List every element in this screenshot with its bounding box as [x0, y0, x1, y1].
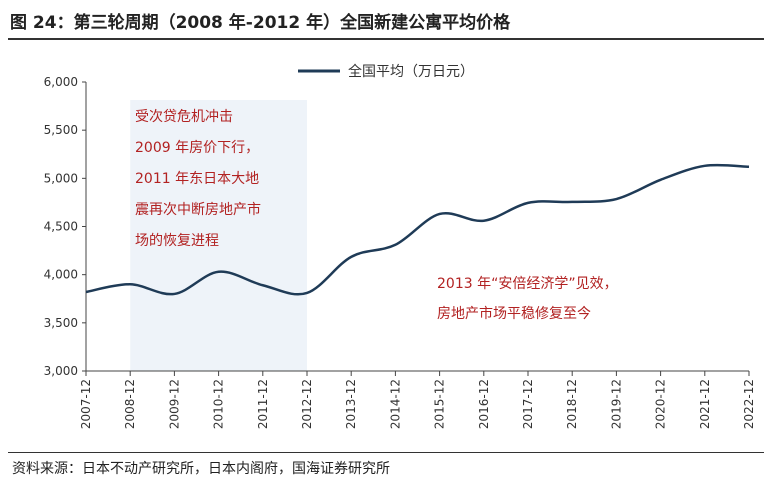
annotation-2008-2012: 受次贷危机冲击 — [135, 109, 233, 125]
x-tick-label: 2021-12 — [698, 379, 712, 429]
y-tick-label: 4,000 — [44, 268, 78, 282]
annotation-2008-2012: 震再次中断房地产市 — [135, 201, 261, 218]
x-tick-label: 2019-12 — [609, 379, 623, 429]
line-chart: 3,000 3,500 4,000 4,500 5,000 5,500 6,000 2007-… — [44, 63, 756, 429]
x-tick-label: 2007-12 — [79, 379, 93, 429]
x-tick-label: 2008-12 — [123, 379, 137, 429]
top-divider — [8, 38, 764, 40]
x-tick-label: 2014-12 — [388, 379, 402, 429]
shaded-period — [130, 100, 307, 371]
x-tick-label: 2018-12 — [565, 379, 579, 429]
source-note: 资料来源：日本不动产研究所，日本内阁府，国海证券研究所 — [12, 461, 390, 477]
x-tick-label: 2022-12 — [742, 379, 756, 429]
y-tick-label: 6,000 — [44, 75, 78, 89]
y-tick-label: 3,000 — [44, 364, 78, 378]
annotation-2008-2012: 场的恢复进程 — [135, 232, 219, 249]
x-tick-label: 2011-12 — [256, 379, 270, 429]
annotation-2013: 房地产市场平稳修复至今 — [437, 305, 591, 322]
x-tick-label: 2017-12 — [521, 379, 535, 429]
y-tick-label: 4,500 — [44, 220, 78, 234]
bottom-divider — [8, 452, 764, 453]
y-tick-label: 5,500 — [44, 123, 78, 137]
x-tick-label: 2020-12 — [654, 379, 668, 429]
x-tick-label: 2012-12 — [300, 379, 314, 429]
x-tick-label: 2015-12 — [433, 379, 447, 429]
x-tick-label: 2016-12 — [477, 379, 491, 429]
x-tick-label: 2013-12 — [344, 379, 358, 429]
y-tick-label: 3,500 — [44, 316, 78, 330]
annotation-2013: 2013 年“安倍经济学”见效， — [437, 276, 618, 292]
chart-title: 图 24：第三轮周期（2008 年-2012 年）全国新建公寓平均价格 — [10, 13, 511, 33]
annotation-2008-2012: 2009 年房价下行， — [135, 140, 259, 156]
x-tick-label: 2010-12 — [212, 379, 226, 429]
y-tick-label: 5,000 — [44, 171, 78, 185]
legend-label: 全国平均（万日元） — [348, 63, 474, 80]
x-tick-label: 2009-12 — [167, 379, 181, 429]
series-line — [85, 163, 750, 296]
annotation-2008-2012: 2011 年东日本大地 — [135, 171, 259, 187]
